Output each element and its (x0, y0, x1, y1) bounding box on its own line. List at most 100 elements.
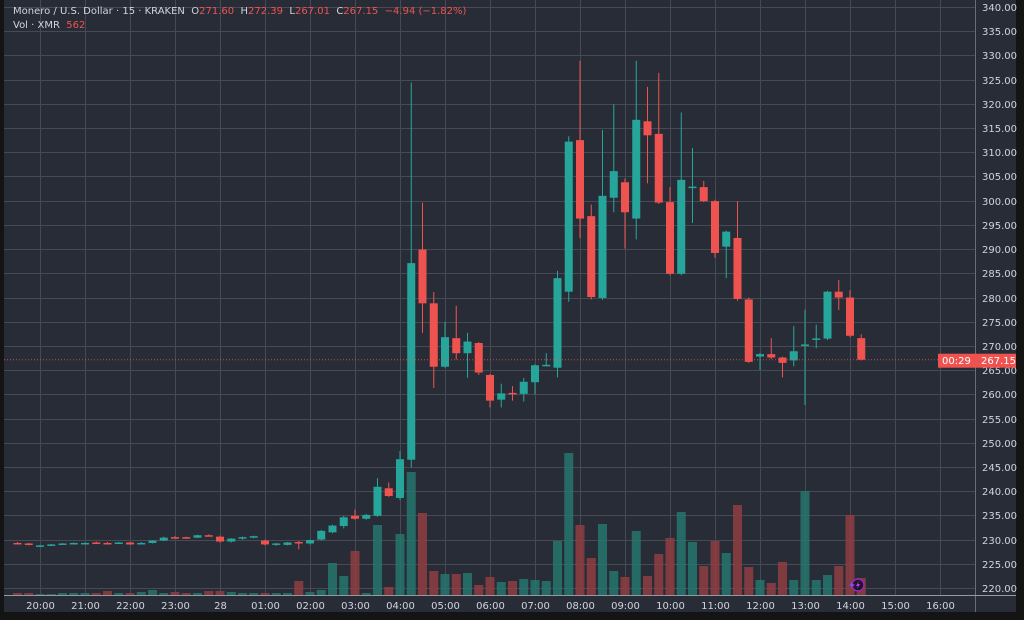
legend-volume-row: Vol · XMR 562 (13, 19, 466, 33)
volume-bar (440, 574, 450, 595)
candle-body (216, 536, 224, 542)
volume-bar (226, 592, 236, 595)
volume-bar (395, 534, 405, 595)
candle-body (249, 536, 258, 538)
price-tick-label: 315.00 (982, 124, 1017, 135)
candle-body (846, 297, 854, 336)
candle-body (429, 303, 438, 367)
plot-background (4, 0, 1016, 612)
volume-bar (721, 553, 731, 595)
price-tick-label: 300.00 (982, 197, 1017, 208)
candle-body (666, 202, 674, 274)
volume-bar (620, 577, 630, 595)
volume-bar (418, 513, 427, 595)
candle-body (13, 542, 22, 545)
price-tag-background (938, 353, 1016, 368)
volume-bar (361, 593, 371, 595)
time-axis[interactable]: 20:00 21:00 22:00 23:00 28 01:00 02:00 03:00 04:… (26, 601, 955, 612)
volume-bar (845, 515, 855, 595)
volume-bar (665, 538, 675, 595)
price-tick-label: 320.00 (982, 100, 1017, 111)
candle-body (81, 542, 89, 545)
volume-bar (350, 551, 360, 595)
symbol-title[interactable]: Monero / U.S. Dollar · 15 · KRAKEN (13, 6, 185, 17)
volume-bar (215, 591, 225, 595)
volume-bar (91, 593, 101, 595)
volume-bar (496, 582, 506, 595)
volume-bar (238, 593, 247, 595)
change-value: −4.94 (−1.82%) (384, 6, 467, 17)
volume-bar (553, 541, 562, 595)
lightning-icon[interactable] (849, 578, 865, 592)
candle-body (24, 543, 33, 545)
price-tag-countdown: 00:29 (942, 356, 971, 367)
candle-body (587, 216, 596, 298)
volume-label[interactable]: Vol · XMR (13, 20, 60, 31)
candle-body (36, 545, 44, 547)
candle-body (576, 140, 584, 219)
volume-bar (699, 566, 709, 595)
candle-body (452, 338, 461, 354)
high-label: H (240, 6, 249, 17)
candle-body (519, 381, 528, 394)
candle-body (373, 486, 382, 516)
volume-bar (530, 580, 540, 595)
candle-body (688, 186, 697, 189)
volume-bar (474, 585, 484, 595)
candle-body (778, 357, 787, 363)
volume-bar (676, 512, 686, 595)
price-tick-label: 250.00 (982, 439, 1017, 450)
volume-bar (710, 541, 720, 595)
time-tick-label: 28 (214, 601, 227, 612)
candle-body (159, 537, 168, 541)
volume-bar (744, 567, 754, 595)
volume-bar (406, 472, 416, 595)
candle-body (261, 540, 269, 545)
candle-body (148, 540, 157, 543)
price-tick-label: 230.00 (982, 536, 1017, 547)
candle-body (351, 515, 359, 519)
price-tick-label: 245.00 (982, 463, 1017, 474)
open-label: O (191, 6, 200, 17)
time-tick-label: 13:00 (791, 601, 820, 612)
volume-bar (316, 590, 326, 595)
candle-body (542, 364, 551, 367)
candle-body (711, 201, 719, 253)
volume-bar (778, 562, 787, 595)
time-tick-label: 07:00 (521, 601, 550, 612)
candle-body (114, 542, 123, 544)
candle-body (643, 121, 652, 136)
candle-body (497, 393, 506, 400)
time-tick-label: 12:00 (746, 601, 775, 612)
high-value: 272.39 (248, 6, 284, 17)
time-tick-label: 04:00 (386, 601, 415, 612)
time-tick-label: 10:00 (656, 601, 685, 612)
volume-bar (463, 573, 472, 595)
volume-bar (373, 525, 382, 595)
time-tick-label: 16:00 (926, 601, 955, 612)
price-tick-label: 225.00 (982, 560, 1017, 571)
time-tick-label: 08:00 (566, 601, 595, 612)
candle-body (58, 543, 67, 545)
price-tick-label: 340.00 (982, 3, 1017, 14)
volume-bar (508, 581, 517, 595)
price-tick-label: 255.00 (982, 415, 1017, 426)
candle-body (339, 517, 348, 527)
price-axis[interactable]: 220.00 225.00 230.00 235.00 240.00 245.00 250.… (982, 3, 1017, 595)
candle-body (204, 535, 213, 537)
candle-body (508, 392, 517, 395)
volume-bar (58, 593, 67, 595)
close-value: 267.15 (343, 6, 379, 17)
volume-bar (766, 583, 776, 595)
candle-body (362, 514, 371, 519)
candle-body (609, 171, 618, 198)
volume-bar (564, 453, 574, 595)
open-value: 271.60 (199, 6, 235, 17)
candle-body (767, 354, 776, 358)
candle-body (654, 133, 663, 203)
candle-body (328, 525, 337, 533)
price-tick-label: 280.00 (982, 294, 1017, 305)
candle-body (823, 291, 832, 339)
time-tick-label: 06:00 (476, 601, 505, 612)
